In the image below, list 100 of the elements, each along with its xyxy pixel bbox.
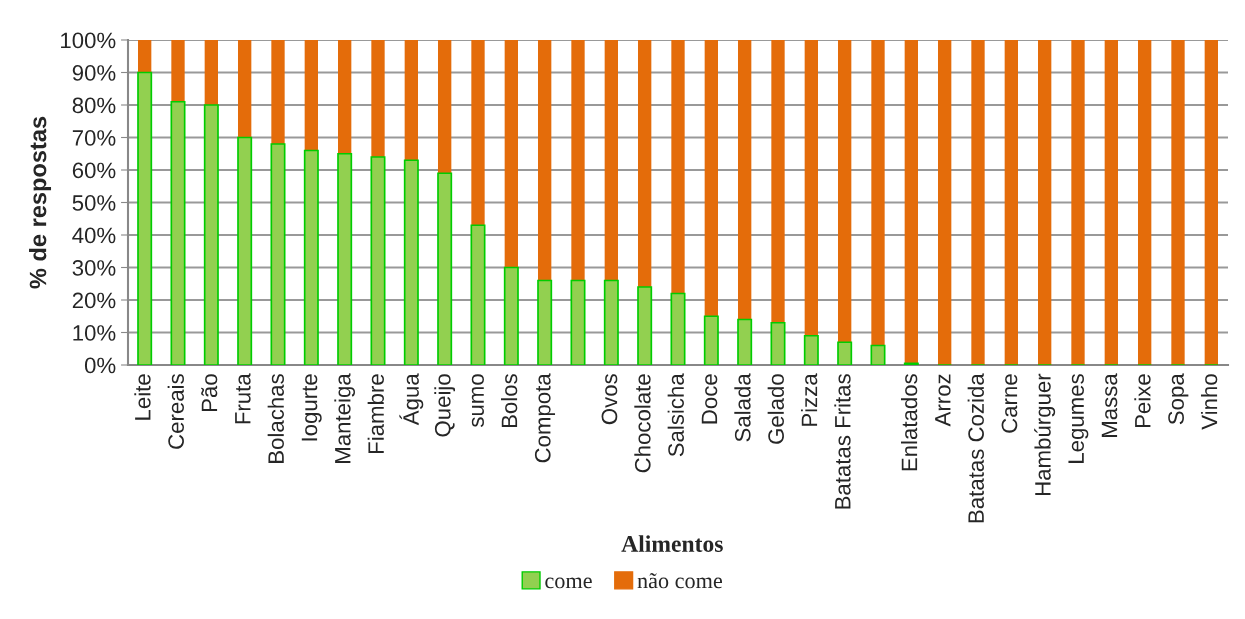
- bar: [671, 40, 685, 294]
- bar: [838, 40, 852, 343]
- bar: [304, 40, 318, 151]
- y-tick-label: 60%: [72, 162, 116, 179]
- x-tick-label: Salsicha: [667, 373, 684, 457]
- bar: [338, 40, 352, 154]
- bar: [1038, 40, 1052, 365]
- bar: [871, 40, 885, 346]
- x-tick-label: Vinho: [1200, 374, 1218, 430]
- bar: [1004, 40, 1018, 365]
- bar: [603, 279, 619, 365]
- bar: [137, 71, 153, 365]
- bar: [237, 136, 253, 365]
- x-tick-label: Chocolate: [634, 374, 651, 473]
- bar: [270, 143, 286, 365]
- bar: [471, 40, 485, 226]
- x-tick-label: Enlatados: [900, 374, 918, 471]
- bar: [737, 318, 753, 365]
- x-tick-label: Iogurte: [301, 374, 322, 441]
- bar: [438, 40, 452, 174]
- x-tick-label: Salada: [734, 373, 751, 442]
- x-tick-label: Água: [399, 373, 424, 426]
- x-tick-label: Hambúrguer: [1034, 373, 1056, 496]
- bar: [1171, 40, 1185, 365]
- bar: [303, 149, 319, 365]
- x-tick-label: Queijo: [434, 374, 456, 437]
- x-tick-label: Gelado: [767, 374, 784, 444]
- bar: [538, 40, 552, 281]
- bar: [938, 40, 952, 365]
- x-tick-label: Fruta: [235, 373, 251, 424]
- x-tick-label: Compota: [534, 373, 556, 463]
- x-tick-label: Leite: [134, 374, 151, 420]
- y-tick-label: 100%: [61, 32, 116, 49]
- y-tick-label: 30%: [72, 260, 116, 276]
- bar: [470, 224, 486, 365]
- bar: [204, 40, 218, 105]
- x-tick-label: Peixe: [1134, 374, 1151, 428]
- bar: [171, 40, 185, 102]
- bar: [870, 344, 886, 365]
- bar: [403, 159, 419, 365]
- x-tick-label: Sopa: [1168, 373, 1189, 425]
- bar: [971, 40, 985, 365]
- bar: [1204, 40, 1218, 365]
- bar: [1071, 40, 1085, 365]
- bar: [203, 104, 219, 365]
- x-tick-label: sumo: [471, 374, 484, 428]
- bar: [337, 152, 353, 365]
- bar: [404, 40, 418, 161]
- x-tick-label: Doce: [701, 374, 718, 424]
- bar: [670, 292, 686, 365]
- bar: [837, 341, 853, 365]
- x-tick-label: Bolachas: [267, 374, 284, 463]
- bar: [770, 321, 786, 365]
- y-tick-label: 40%: [72, 227, 116, 244]
- bar: [370, 156, 386, 365]
- bar: [637, 286, 653, 365]
- y-tick-label: 50%: [72, 195, 116, 211]
- x-tick-label: Cereais: [167, 374, 184, 449]
- legend-label: come: [545, 577, 592, 589]
- y-tick-label: 20%: [72, 292, 116, 309]
- bar: [504, 40, 518, 268]
- x-tick-label: Pizza: [800, 373, 818, 426]
- bar: [571, 40, 585, 281]
- bar: [437, 172, 453, 365]
- x-tick-label: Batatas Cozida: [967, 373, 984, 523]
- x-tick-label: Arroz: [935, 374, 951, 427]
- bar: [704, 40, 718, 317]
- legend-label: não come: [637, 573, 723, 589]
- x-tick-label: Pão: [201, 374, 218, 412]
- bar: [503, 266, 519, 365]
- bar: [170, 100, 186, 365]
- y-axis-title: % de respostas: [29, 116, 52, 289]
- y-tick-label: 0%: [84, 357, 116, 374]
- y-tick-label: 80%: [72, 97, 116, 114]
- bar: [371, 40, 385, 157]
- x-tick-label: Legumes: [1068, 374, 1089, 463]
- x-tick-label: Ovos: [601, 374, 618, 425]
- bar: [138, 40, 152, 73]
- y-tick-label: 90%: [72, 65, 116, 81]
- bar: [703, 315, 719, 365]
- x-tick-label: Batatas Fritas: [834, 374, 851, 509]
- bar: [904, 40, 918, 364]
- bar: [1138, 40, 1152, 365]
- x-tick-label: Manteiga: [334, 373, 356, 463]
- x-tick-label: Carne: [1001, 374, 1018, 433]
- bar: [1104, 40, 1118, 365]
- bar: [604, 40, 618, 281]
- bar: [803, 334, 819, 365]
- y-tick-label: 10%: [73, 325, 116, 341]
- bar: [271, 40, 285, 144]
- bar: [771, 40, 785, 323]
- bar: [570, 279, 586, 365]
- bar: [804, 40, 818, 336]
- bar: [238, 40, 252, 138]
- y-tick-label: 70%: [72, 130, 116, 146]
- x-axis-title: Alimentos: [621, 535, 723, 552]
- x-tick-label: Fiambre: [367, 374, 384, 453]
- bar: [738, 40, 752, 320]
- bar: [537, 279, 553, 365]
- bar: [638, 40, 652, 287]
